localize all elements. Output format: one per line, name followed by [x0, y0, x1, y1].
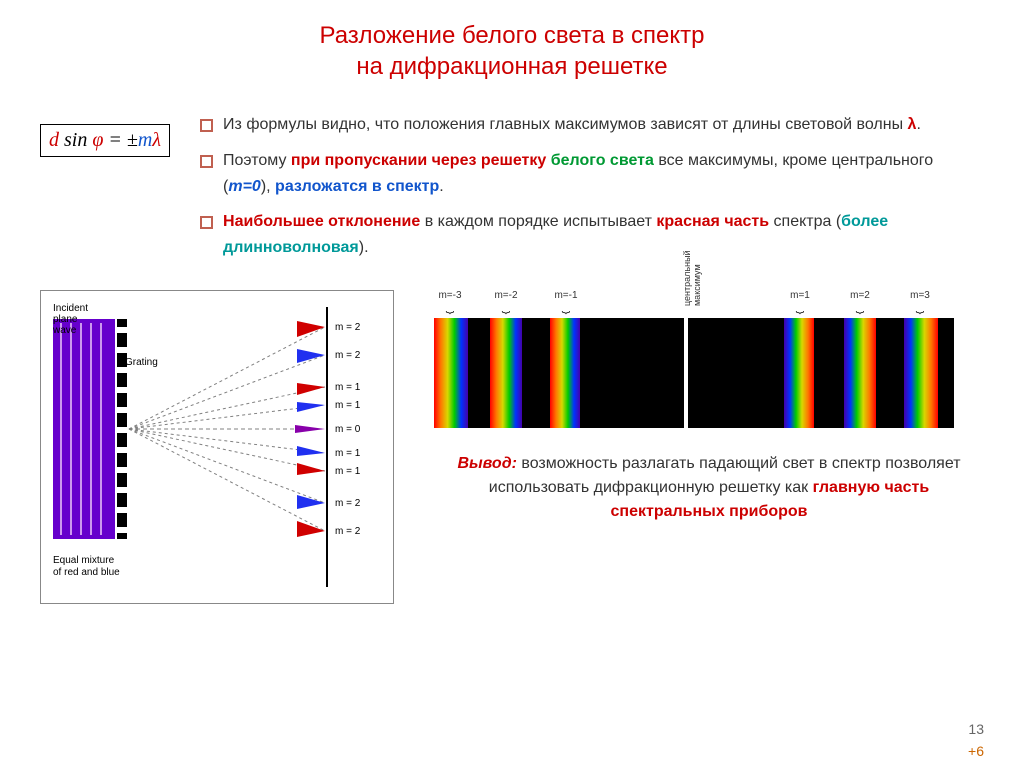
spectrum-band	[434, 318, 468, 428]
slide: Разложение белого света в спектр на дифр…	[0, 0, 1024, 624]
formula-eq: = ±	[103, 129, 137, 151]
order-label: m=-2⏟	[486, 290, 526, 309]
svg-text:m = 2: m = 2	[335, 350, 361, 361]
bullet-item: Из формулы видно, что положения главных …	[200, 112, 984, 138]
spectrum-band	[550, 318, 580, 428]
bullet-text: Поэтому при пропускании через решетку бе…	[223, 148, 984, 199]
spectrum-diagram: m=-3⏟ m=-2⏟ m=-1⏟ центральный максимум m…	[434, 290, 954, 428]
bullet-list: Из формулы видно, что положения главных …	[200, 112, 984, 270]
rays-lower: m = 1 m = 1 m = 2 m = 2	[129, 429, 361, 537]
spectrum-band	[904, 318, 938, 428]
order-label: m=-3⏟	[430, 290, 470, 309]
spectrum-strip	[434, 318, 954, 428]
page-plus: +6	[968, 743, 984, 759]
svg-text:m = 2: m = 2	[335, 322, 361, 333]
grating-label: Grating	[125, 357, 158, 368]
svg-text:m = 1: m = 1	[335, 466, 361, 477]
bullet-marker-icon	[200, 119, 213, 132]
grating-diagram: Incidentplanewave Grating m = 0 m = 1 m …	[40, 290, 394, 604]
formula-sin: sin	[59, 129, 92, 151]
title-line2: на дифракционная решетке	[356, 53, 667, 80]
title-line1: Разложение белого света в спектр	[320, 22, 705, 49]
conclusion-lead: Вывод:	[457, 455, 516, 472]
order-label: m=1⏟	[780, 290, 820, 309]
slide-title: Разложение белого света в спектр на дифр…	[40, 20, 984, 82]
svg-text:m = 1: m = 1	[335, 400, 361, 411]
spectrum-order-labels: m=-3⏟ m=-2⏟ m=-1⏟ центральный максимум m…	[434, 290, 954, 318]
svg-text:m = 1: m = 1	[335, 448, 361, 459]
grating-svg: Incidentplanewave Grating m = 0 m = 1 m …	[47, 297, 377, 597]
page-number: 13	[968, 721, 984, 737]
bullet-marker-icon	[200, 216, 213, 229]
bullet-text: Наибольшее отклонение в каждом порядке и…	[223, 209, 984, 260]
order-label-m0: m = 0	[335, 424, 361, 435]
formula-phi: φ	[92, 129, 103, 151]
svg-text:m = 1: m = 1	[335, 382, 361, 393]
bullet-text: Из формулы видно, что положения главных …	[223, 112, 921, 138]
formula-d: d	[49, 129, 59, 151]
conclusion-text: Вывод: возможность разлагать падающий св…	[434, 452, 984, 524]
bullet-item: Наибольшее отклонение в каждом порядке и…	[200, 209, 984, 260]
formula-m: m	[138, 129, 152, 151]
bullet-marker-icon	[200, 155, 213, 168]
diagrams-row: Incidentplanewave Grating m = 0 m = 1 m …	[40, 290, 984, 604]
spectrum-band	[844, 318, 876, 428]
svg-text:m = 2: m = 2	[335, 498, 361, 509]
formula-lam: λ	[152, 129, 161, 151]
order-label: m=2⏟	[840, 290, 880, 309]
rays-upper: m = 1 m = 1 m = 2 m = 2	[129, 321, 361, 429]
incident-wave-rect	[53, 319, 115, 539]
spectrum-central-line	[684, 318, 688, 428]
bullet-item: Поэтому при пропускании через решетку бе…	[200, 148, 984, 199]
spectrum-band	[784, 318, 814, 428]
ray-central-head	[295, 425, 325, 433]
content-row: d sin φ = ±mλ Из формулы видно, что поло…	[40, 112, 984, 270]
spectrum-band	[490, 318, 522, 428]
order-label: m=3⏟	[900, 290, 940, 309]
svg-text:m = 2: m = 2	[335, 526, 361, 537]
formula-box: d sin φ = ±mλ	[40, 124, 170, 157]
equal-mixture-label: Equal mixtureof red and blue	[53, 555, 120, 578]
order-label: m=-1⏟	[546, 290, 586, 309]
central-max-label: центральный максимум	[682, 256, 702, 306]
right-column: m=-3⏟ m=-2⏟ m=-1⏟ центральный максимум m…	[434, 290, 984, 524]
